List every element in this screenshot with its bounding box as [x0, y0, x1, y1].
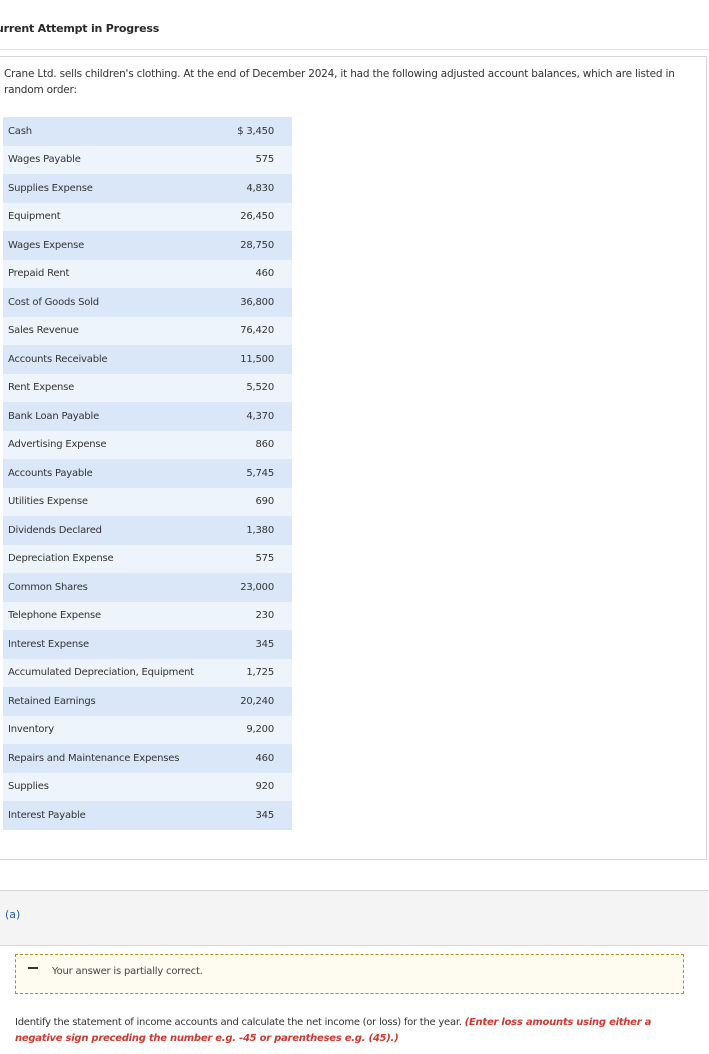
account-row: Dividends Declared 1,380 [3, 516, 292, 545]
account-row: Utilities Expense 690 [3, 487, 292, 516]
account-amount: 460 [223, 259, 292, 288]
account-name: Interest Payable [3, 801, 223, 830]
account-amount: 23,000 [223, 573, 292, 602]
account-row: Supplies Expense 4,830 [3, 174, 292, 203]
account-name: Accounts Receivable [3, 345, 223, 374]
account-amount: 230 [223, 601, 292, 630]
account-amount: 4,370 [223, 402, 292, 431]
account-amount: 20,240 [223, 687, 292, 716]
account-row: Supplies 920 [3, 772, 292, 801]
account-amount: 345 [223, 630, 292, 659]
account-row: Cash $ 3,450 [3, 117, 292, 146]
part-a-instruction: Identify the statement of income account… [15, 1015, 695, 1047]
account-row: Rent Expense 5,520 [3, 373, 292, 402]
instruction-text: Identify the statement of income account… [15, 1017, 462, 1028]
account-amount: 26,450 [223, 202, 292, 231]
account-name: Rent Expense [3, 373, 223, 402]
account-name: Supplies [3, 772, 223, 801]
instruction-hint: (Enter loss amounts using either a negat… [15, 1017, 652, 1044]
account-name: Accumulated Depreciation, Equipment [3, 658, 223, 687]
question-intro-text: Crane Ltd. sells children's clothing. At… [4, 68, 675, 96]
minus-icon [28, 967, 38, 969]
account-balances-table: Cash $ 3,450 Wages Payable 575 Supplies Expe… [3, 117, 292, 830]
account-row: Common Shares 23,000 [3, 573, 292, 602]
feedback-message: Your answer is partially correct. [52, 966, 203, 977]
account-row: Equipment 26,450 [3, 202, 292, 231]
account-row: Interest Expense 345 [3, 630, 292, 659]
account-amount: 860 [223, 430, 292, 459]
account-row: Depreciation Expense 575 [3, 544, 292, 573]
account-row: Accounts Payable 5,745 [3, 459, 292, 488]
account-name: Wages Payable [3, 145, 223, 174]
account-row: Retained Earnings 20,240 [3, 687, 292, 716]
account-amount: 9,200 [223, 715, 292, 744]
account-amount: 1,380 [223, 516, 292, 545]
account-name: Bank Loan Payable [3, 402, 223, 431]
feedback-banner: Your answer is partially correct. [15, 954, 684, 994]
account-row: Sales Revenue 76,420 [3, 316, 292, 345]
account-row: Wages Expense 28,750 [3, 231, 292, 260]
account-amount: 28,750 [223, 231, 292, 260]
account-name: Wages Expense [3, 231, 223, 260]
account-name: Inventory [3, 715, 223, 744]
account-amount: 345 [223, 801, 292, 830]
account-name: Supplies Expense [3, 174, 223, 203]
account-row: Repairs and Maintenance Expenses 460 [3, 744, 292, 773]
account-name: Retained Earnings [3, 687, 223, 716]
account-name: Dividends Declared [3, 516, 223, 545]
account-row: Prepaid Rent 460 [3, 259, 292, 288]
account-name: Common Shares [3, 573, 223, 602]
account-name: Advertising Expense [3, 430, 223, 459]
account-name: Sales Revenue [3, 316, 223, 345]
account-name: Telephone Expense [3, 601, 223, 630]
account-balances-body: Cash $ 3,450 Wages Payable 575 Supplies Expe… [3, 117, 292, 830]
account-amount: 575 [223, 544, 292, 573]
account-row: Accumulated Depreciation, Equipment 1,725 [3, 658, 292, 687]
account-row: Telephone Expense 230 [3, 601, 292, 630]
account-amount: $ 3,450 [223, 117, 292, 146]
account-name: Cost of Goods Sold [3, 288, 223, 317]
account-amount: 5,520 [223, 373, 292, 402]
part-a-label: (a) [5, 908, 21, 921]
account-name: Cash [3, 117, 223, 146]
account-amount: 36,800 [223, 288, 292, 317]
account-name: Equipment [3, 202, 223, 231]
account-amount: 11,500 [223, 345, 292, 374]
account-row: Interest Payable 345 [3, 801, 292, 830]
account-row: Inventory 9,200 [3, 715, 292, 744]
account-amount: 690 [223, 487, 292, 516]
account-amount: 1,725 [223, 658, 292, 687]
account-name: Interest Expense [3, 630, 223, 659]
account-amount: 460 [223, 744, 292, 773]
account-row: Accounts Receivable 11,500 [3, 345, 292, 374]
account-name: Prepaid Rent [3, 259, 223, 288]
account-name: Utilities Expense [3, 487, 223, 516]
account-row: Cost of Goods Sold 36,800 [3, 288, 292, 317]
attempt-status-heading: urrent Attempt in Progress [0, 22, 160, 35]
account-row: Bank Loan Payable 4,370 [3, 402, 292, 431]
account-amount: 575 [223, 145, 292, 174]
account-amount: 76,420 [223, 316, 292, 345]
account-name: Repairs and Maintenance Expenses [3, 744, 223, 773]
part-a-header-bar [0, 890, 708, 946]
account-amount: 4,830 [223, 174, 292, 203]
account-name: Accounts Payable [3, 459, 223, 488]
account-row: Wages Payable 575 [3, 145, 292, 174]
header-divider [0, 49, 709, 50]
account-amount: 5,745 [223, 459, 292, 488]
account-amount: 920 [223, 772, 292, 801]
account-row: Advertising Expense 860 [3, 430, 292, 459]
account-name: Depreciation Expense [3, 544, 223, 573]
